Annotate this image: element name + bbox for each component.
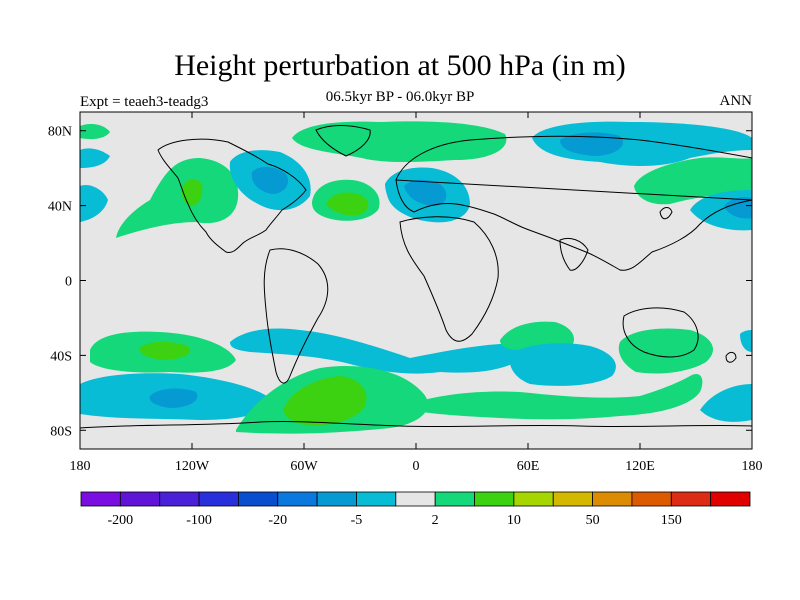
colorbar-swatch xyxy=(670,491,712,507)
colorbar-label: -20 xyxy=(268,513,287,528)
contour-region-sh-south-pacific-positive-core xyxy=(139,341,191,360)
coastline-greenland xyxy=(315,125,371,157)
colorbar-label: 150 xyxy=(661,513,682,528)
colorbar-swatch xyxy=(631,491,672,507)
contour-region-natl-positive-core xyxy=(326,192,369,216)
coastline-australia xyxy=(622,307,699,358)
colorbar-swatch xyxy=(277,491,318,507)
colorbar-swatch xyxy=(356,491,397,507)
colorbar-swatch xyxy=(316,491,357,507)
x-tick-label: 0 xyxy=(413,459,420,474)
colorbar-swatch xyxy=(119,491,161,507)
colorbar-label: -200 xyxy=(108,513,134,528)
colorbar-label: 10 xyxy=(507,513,521,528)
x-axis: 180 120W 60W 0 60E 120E 180 xyxy=(70,112,763,474)
colorbar-swatch xyxy=(474,491,515,507)
coastline-south-america xyxy=(263,248,329,384)
y-tick-label: 40S xyxy=(50,349,72,364)
map-plot-area xyxy=(80,112,752,449)
colorbar-swatch xyxy=(159,491,200,507)
contour-region-arctic-positive-west xyxy=(80,124,110,140)
experiment-label: Expt = teaeh3-teadg3 xyxy=(80,94,209,110)
coastline-eurasia xyxy=(395,135,752,271)
colorbar-swatch xyxy=(592,491,633,507)
contour-region-sh-indian-negative xyxy=(509,343,616,386)
contour-region-sh-east-positive xyxy=(618,328,713,374)
contour-region-sh-indian-positive xyxy=(500,321,575,351)
colorbar-swatch xyxy=(238,491,279,507)
contour-region-sh-southern-ocean-negative-core xyxy=(149,388,198,408)
map-title: Height perturbation at 500 hPa (in m) xyxy=(174,49,626,82)
contour-region-npac-east-negative-core xyxy=(724,196,752,219)
colorbar-label: -100 xyxy=(186,513,212,528)
colorbar-swatch xyxy=(80,491,121,507)
coastline-japan xyxy=(659,207,673,220)
contour-region-siberia-negative-core xyxy=(560,132,624,156)
colorbar-swatch xyxy=(513,491,554,507)
x-tick-label: 180 xyxy=(70,459,91,474)
y-tick-label: 0 xyxy=(65,275,72,290)
contour-region-canada-negative-core xyxy=(251,166,289,194)
y-tick-label: 80S xyxy=(50,424,72,439)
coastline-antarctica xyxy=(80,420,752,429)
contour-region-sh-atlantic-positive-core xyxy=(283,376,367,426)
x-tick-label: 60E xyxy=(517,459,540,474)
contour-region-sh-east-negative xyxy=(740,330,752,352)
colorbar-label: 2 xyxy=(432,513,439,528)
coastline-new-zealand xyxy=(725,351,737,363)
colorbar-label: -5 xyxy=(351,513,363,528)
y-axis: 80N 40N 0 40S 80S xyxy=(48,125,752,439)
contour-region-sh-south-ring-positive xyxy=(410,373,703,420)
colorbar-label: 50 xyxy=(586,513,600,528)
x-tick-label: 120E xyxy=(625,459,655,474)
contour-region-sh-far-east-negative xyxy=(700,384,752,422)
colorbar-swatch xyxy=(434,491,475,507)
coastline-north-america xyxy=(157,138,307,253)
y-tick-label: 40N xyxy=(48,200,72,215)
colorbar-swatch xyxy=(198,491,239,507)
contour-region-npac-positive-core xyxy=(181,179,203,207)
coastline-india xyxy=(559,237,589,271)
x-tick-label: 120W xyxy=(175,459,210,474)
contour-region-europe-negative-core xyxy=(404,179,447,206)
contour-region-npac-west-negative xyxy=(80,184,108,222)
colorbar-swatch xyxy=(710,491,751,507)
colorbar: -200 -100 -20 -5 2 10 50 150 xyxy=(80,491,751,528)
x-tick-label: 60W xyxy=(290,459,318,474)
coastlines xyxy=(80,125,752,429)
contour-region-sh-midlat-negative-band xyxy=(230,328,524,374)
contour-region-npac-positive xyxy=(116,158,239,238)
season-label: ANN xyxy=(719,93,753,109)
colorbar-swatch xyxy=(552,491,593,507)
coastline-africa xyxy=(399,216,499,342)
y-tick-label: 80N xyxy=(48,125,72,140)
map-subtitle: 06.5kyr BP - 06.0kyr BP xyxy=(325,89,475,105)
colorbar-swatch xyxy=(395,491,436,507)
contour-region-arctic-positive xyxy=(292,121,507,162)
x-tick-label: 180 xyxy=(742,459,763,474)
contour-region-arctic-west-negative xyxy=(80,148,110,168)
